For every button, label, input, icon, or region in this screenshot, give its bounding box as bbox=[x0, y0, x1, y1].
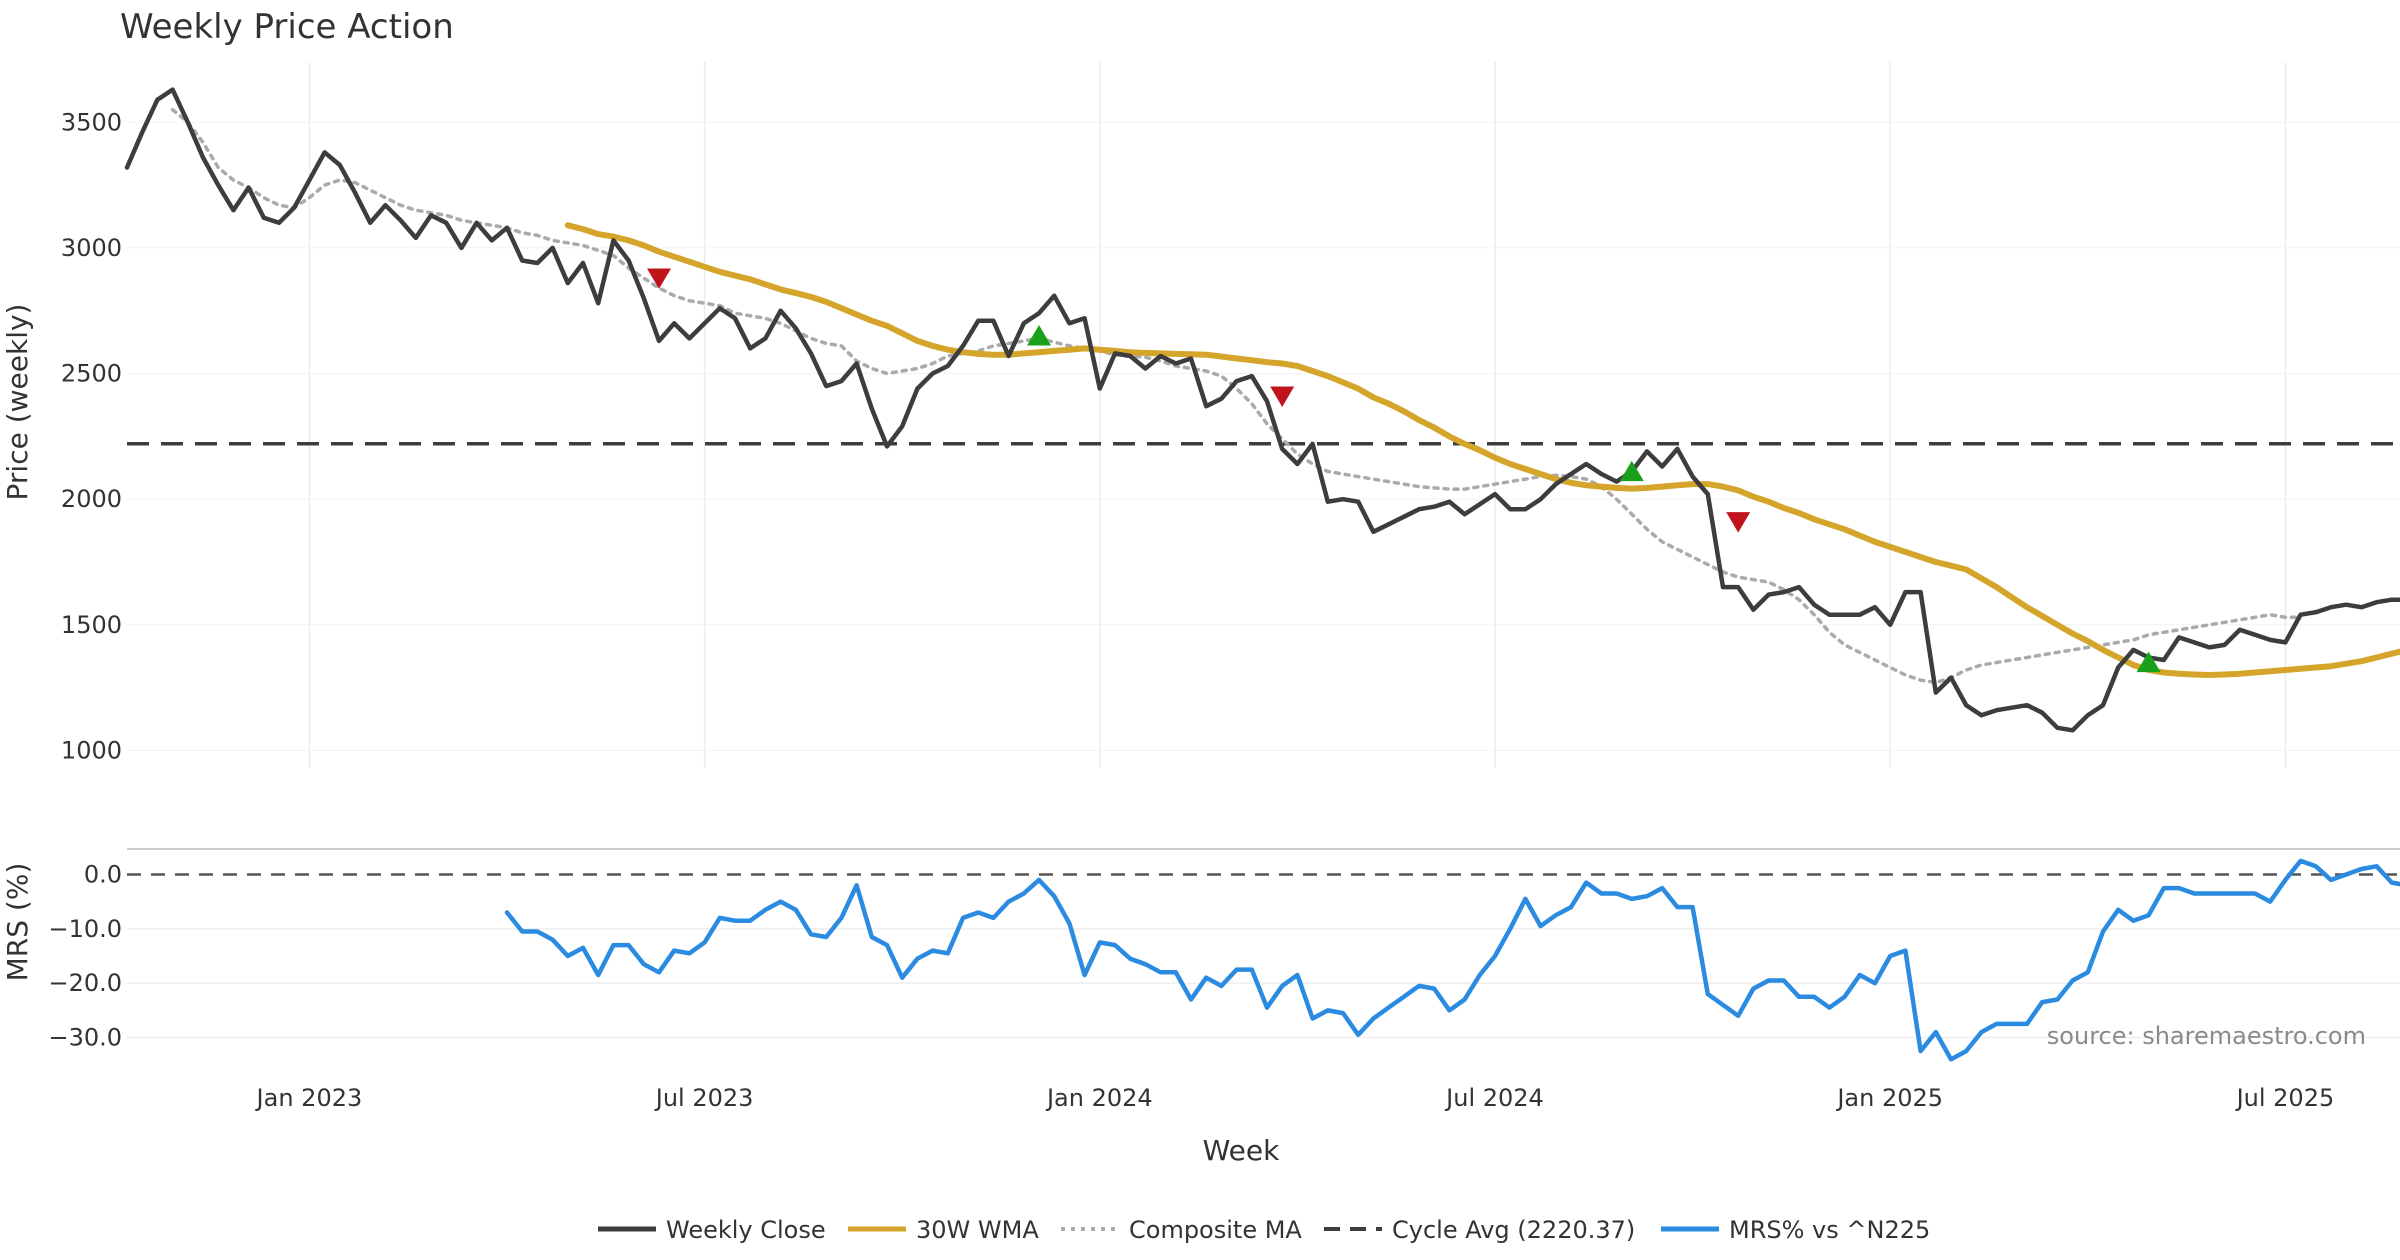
mrs-y-tick-label: −20.0 bbox=[48, 969, 122, 997]
source-note: source: sharemaestro.com bbox=[2047, 1022, 2366, 1050]
legend: Weekly Close 30W WMA Composite MA Cycle Avg… bbox=[598, 1216, 1930, 1244]
legend-label: 30W WMA bbox=[916, 1216, 1039, 1244]
chart-title: Weekly Price Action bbox=[120, 7, 454, 47]
price-y-tick-label: 1500 bbox=[61, 611, 122, 639]
mrs-y-tick-label: 0.0 bbox=[84, 860, 122, 888]
mrs-y-tick-label: −10.0 bbox=[48, 915, 122, 943]
legend-label: Composite MA bbox=[1129, 1216, 1302, 1244]
buy-signal-marker bbox=[1027, 325, 1051, 346]
legend-label: Cycle Avg (2220.37) bbox=[1392, 1216, 1635, 1244]
mrs-line bbox=[504, 858, 2400, 1062]
composite-ma-line bbox=[170, 107, 2303, 685]
price-axis-label: Price (weekly) bbox=[1, 304, 34, 501]
x-tick-label: Jan 2023 bbox=[255, 1084, 363, 1112]
price-y-tick-label: 2500 bbox=[61, 360, 122, 388]
sell-signal-marker bbox=[1726, 512, 1751, 533]
sell-signal-marker bbox=[1270, 386, 1295, 407]
x-tick-label: Jan 2025 bbox=[1835, 1084, 1943, 1112]
buy-signal-marker bbox=[1619, 460, 1644, 482]
x-tick-label: Jul 2024 bbox=[1444, 1084, 1544, 1112]
buy-signal-marker bbox=[2136, 651, 2161, 673]
price-y-tick-label: 1000 bbox=[61, 736, 122, 764]
legend-label: Weekly Close bbox=[666, 1216, 826, 1244]
price-panel: 1000 1500 2000 2500 3000 3500 bbox=[61, 62, 2400, 768]
legend-label: MRS% vs ^N225 bbox=[1729, 1216, 1930, 1244]
mrs-axis-label: MRS (%) bbox=[1, 863, 34, 982]
sell-signal-marker bbox=[647, 268, 671, 289]
weekly-close-line bbox=[124, 87, 2400, 733]
x-tick-label: Jan 2024 bbox=[1045, 1084, 1153, 1112]
price-y-tick-label: 2000 bbox=[61, 485, 122, 513]
x-tick-label: Jul 2025 bbox=[2235, 1084, 2335, 1112]
x-axis-label: Week bbox=[1203, 1134, 1280, 1167]
x-axis: Jan 2023 Jul 2023 Jan 2024 Jul 2024 Jan 2025… bbox=[255, 1084, 2335, 1112]
price-y-tick-label: 3000 bbox=[61, 234, 122, 262]
price-y-tick-label: 3500 bbox=[61, 108, 122, 136]
mrs-panel: 0.0 −10.0 −20.0 −30.0 bbox=[48, 848, 2400, 1062]
mrs-y-tick-label: −30.0 bbox=[48, 1024, 122, 1052]
x-tick-label: Jul 2023 bbox=[654, 1084, 754, 1112]
